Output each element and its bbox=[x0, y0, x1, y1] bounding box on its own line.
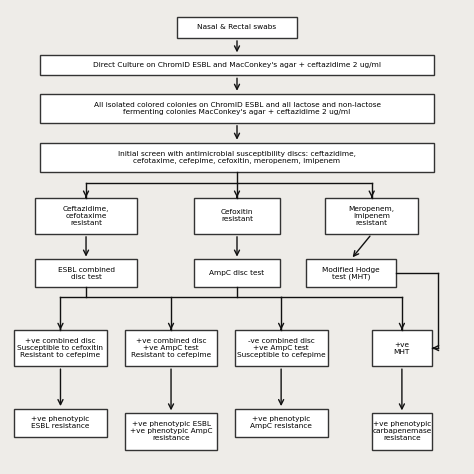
Text: +ve combined disc
Susceptible to cefoxitin
Resistant to cefepime: +ve combined disc Susceptible to cefoxit… bbox=[18, 338, 103, 358]
FancyBboxPatch shape bbox=[35, 259, 137, 287]
Text: +ve phenotypic
AmpC resistance: +ve phenotypic AmpC resistance bbox=[250, 416, 312, 429]
Text: +ve phenotypic
carbapenemase
resistance: +ve phenotypic carbapenemase resistance bbox=[372, 421, 431, 441]
Text: +ve phenotypic ESBL
+ve phenotypic AmpC
resistance: +ve phenotypic ESBL +ve phenotypic AmpC … bbox=[130, 421, 212, 441]
FancyBboxPatch shape bbox=[14, 409, 107, 437]
FancyBboxPatch shape bbox=[235, 409, 328, 437]
Text: Meropenem,
imipenem
resistant: Meropenem, imipenem resistant bbox=[349, 206, 395, 226]
Text: Cefoxitin
resistant: Cefoxitin resistant bbox=[221, 210, 253, 222]
Text: Modified Hodge
test (MHT): Modified Hodge test (MHT) bbox=[322, 266, 380, 280]
FancyBboxPatch shape bbox=[325, 198, 418, 234]
Text: Direct Culture on ChromID ESBL and MacConkey's agar + ceftazidime 2 ug/ml: Direct Culture on ChromID ESBL and MacCo… bbox=[93, 62, 381, 68]
FancyBboxPatch shape bbox=[177, 17, 297, 38]
FancyBboxPatch shape bbox=[235, 330, 328, 366]
FancyBboxPatch shape bbox=[306, 259, 396, 287]
FancyBboxPatch shape bbox=[40, 143, 434, 172]
Text: +ve combined disc
+ve AmpC test
Resistant to cefepime: +ve combined disc +ve AmpC test Resistan… bbox=[131, 338, 211, 358]
FancyBboxPatch shape bbox=[125, 330, 218, 366]
FancyBboxPatch shape bbox=[40, 93, 434, 123]
Text: -ve combined disc
+ve AmpC test
Susceptible to cefepime: -ve combined disc +ve AmpC test Suscepti… bbox=[237, 338, 326, 358]
FancyBboxPatch shape bbox=[125, 413, 218, 449]
Text: Initial screen with antimicrobial susceptibility discs: ceftazidime,
cefotaxime,: Initial screen with antimicrobial suscep… bbox=[118, 151, 356, 164]
FancyBboxPatch shape bbox=[372, 413, 432, 449]
Text: ESBL combined
disc test: ESBL combined disc test bbox=[57, 267, 115, 280]
Text: Ceftazidime,
cefotaxime
resistant: Ceftazidime, cefotaxime resistant bbox=[63, 206, 109, 226]
Text: Nasal & Rectal swabs: Nasal & Rectal swabs bbox=[198, 25, 276, 30]
Text: +ve phenotypic
ESBL resistance: +ve phenotypic ESBL resistance bbox=[31, 416, 90, 429]
FancyBboxPatch shape bbox=[35, 198, 137, 234]
FancyBboxPatch shape bbox=[194, 259, 280, 287]
FancyBboxPatch shape bbox=[194, 198, 280, 234]
FancyBboxPatch shape bbox=[40, 55, 434, 75]
FancyBboxPatch shape bbox=[372, 330, 432, 366]
Text: AmpC disc test: AmpC disc test bbox=[210, 270, 264, 276]
Text: All isolated colored colonies on ChromID ESBL and all lactose and non-lactose
fe: All isolated colored colonies on ChromID… bbox=[93, 102, 381, 115]
Text: +ve
MHT: +ve MHT bbox=[394, 342, 410, 355]
FancyBboxPatch shape bbox=[14, 330, 107, 366]
